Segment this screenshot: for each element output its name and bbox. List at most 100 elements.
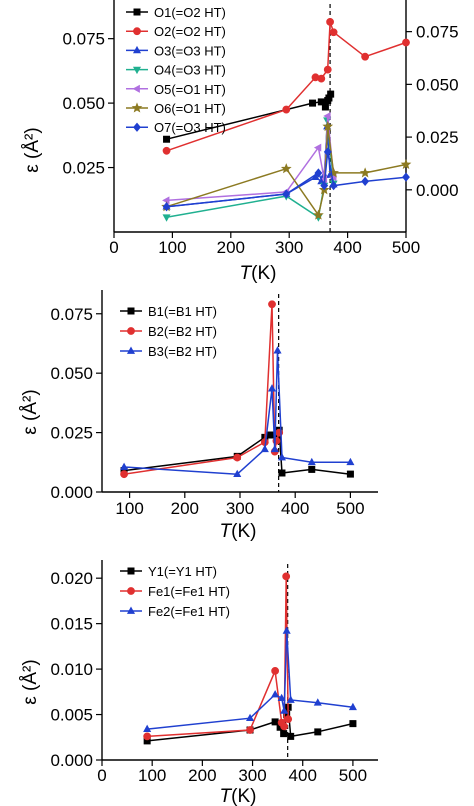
data-point (313, 209, 324, 220)
legend-label: B3(=B2 HT) (148, 344, 217, 359)
legend-marker (132, 66, 142, 75)
legend-marker (127, 567, 135, 575)
legend-marker (133, 8, 141, 16)
legend-marker (126, 606, 136, 614)
data-point (246, 713, 255, 722)
series-group (120, 300, 355, 479)
legend-label: B2(=B2 HT) (148, 324, 217, 339)
legend-label: O4(=O3 HT) (154, 63, 226, 78)
x-tick-label: 300 (275, 238, 303, 257)
x-tick-label: 400 (289, 766, 317, 785)
data-point (280, 706, 289, 714)
y-tick-label: 0.050 (62, 94, 105, 113)
data-point (271, 690, 280, 698)
data-point (267, 384, 277, 392)
x-tick-label: 500 (339, 766, 367, 785)
data-point (282, 572, 291, 581)
data-point (329, 180, 338, 191)
series-2 (143, 626, 357, 732)
legend-marker (127, 587, 135, 595)
data-point (268, 300, 276, 309)
y-tick-label: 0.025 (50, 424, 93, 443)
data-point (313, 143, 322, 152)
series-group (143, 572, 357, 745)
y-tick-label: 0.020 (50, 569, 93, 588)
data-point (326, 18, 334, 26)
data-point (162, 202, 171, 212)
data-point (162, 196, 170, 205)
data-point (329, 28, 338, 37)
y-tick-label: 0.075 (62, 30, 105, 49)
axes: 0 100 200 300 400 500 0.025 0.050 0.075 0.000 0.02… (62, 0, 459, 257)
x-tick-label: 400 (333, 238, 361, 257)
series-1 (162, 18, 410, 155)
legend: Y1(=Y1 HT) Fe1(=Fe1 HT) Fe2(=Fe1 HT) (120, 564, 230, 619)
data-point (246, 726, 254, 734)
data-point (314, 168, 323, 178)
series-2 (162, 122, 338, 210)
x-tick-label: 100 (115, 499, 143, 518)
series-2 (120, 346, 355, 478)
data-point (233, 453, 242, 462)
y-right-tick-label: 0.000 (416, 181, 459, 200)
x-tick-label: 500 (336, 499, 364, 518)
data-point (346, 470, 354, 478)
data-point (282, 189, 291, 199)
data-point (359, 167, 371, 178)
data-point (143, 724, 152, 732)
legend-label: O7(=O3 HT) (154, 120, 226, 135)
legend-marker (126, 346, 136, 354)
data-point (284, 715, 293, 723)
y-right-tick-label: 0.025 (416, 128, 459, 147)
data-point (308, 465, 316, 473)
data-point (233, 469, 242, 478)
series-line (166, 126, 407, 217)
x-tick-label: 300 (226, 499, 254, 518)
legend-marker (127, 307, 135, 315)
data-point (323, 147, 332, 157)
series-5 (161, 120, 412, 220)
axes: 0 100 200 300 400 500 0.000 0.005 0.010 0.015 0.02… (50, 560, 378, 785)
chart-panel-middle: 100 200 300 400 500 0.000 0.025 0.050 0.075 T(K) ε… (20, 290, 378, 542)
y-axis-title: ε (Å²) (20, 659, 41, 704)
data-point (143, 732, 152, 741)
y-tick-label: 0.010 (50, 660, 93, 679)
series-line (147, 707, 354, 742)
legend-label: Fe2(=Fe1 HT) (148, 604, 230, 619)
legend-marker (133, 27, 141, 36)
x-tick-label: 0 (97, 766, 106, 785)
data-point (320, 180, 329, 191)
data-point (277, 693, 286, 702)
x-tick-label: 200 (171, 499, 199, 518)
y-right-tick-label: 0.050 (416, 75, 459, 94)
y-tick-label: 0.005 (50, 706, 93, 725)
data-point (280, 163, 292, 174)
legend-label: O3(=O3 HT) (154, 43, 226, 58)
legend-label: Y1(=Y1 HT) (148, 564, 217, 579)
x-tick-label: 100 (138, 766, 166, 785)
series-0 (163, 90, 335, 143)
y-tick-label: 0.015 (50, 615, 93, 634)
legend-marker (132, 84, 140, 93)
data-point (120, 470, 128, 479)
y-tick-label: 0.000 (50, 483, 93, 502)
data-point (323, 111, 331, 121)
data-point (280, 722, 289, 731)
y-tick-label: 0.075 (50, 305, 93, 324)
legend-marker (127, 327, 135, 335)
data-point (317, 74, 326, 83)
data-point (402, 172, 410, 182)
series-6 (162, 147, 410, 212)
data-point (162, 214, 171, 222)
x-tick-label: 200 (188, 766, 216, 785)
data-point (322, 120, 334, 132)
data-point (273, 346, 282, 354)
data-point (307, 457, 316, 466)
data-point (309, 99, 317, 107)
data-point (270, 444, 279, 453)
series-line (166, 151, 407, 208)
y-right-tick-label: 0.075 (416, 23, 459, 42)
series-group (161, 18, 412, 222)
data-point (400, 158, 412, 170)
